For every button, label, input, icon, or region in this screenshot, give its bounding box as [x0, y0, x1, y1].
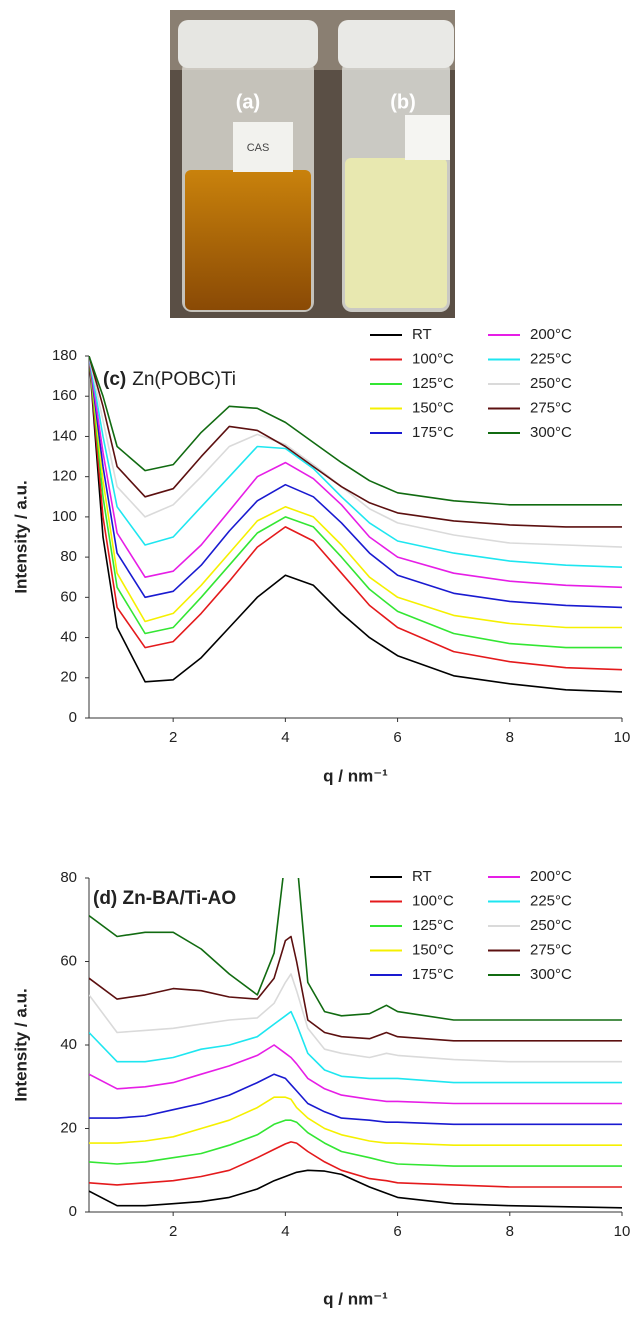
series-line — [89, 935, 622, 1042]
series-line — [89, 1010, 622, 1084]
y-tick-label: 80 — [60, 869, 77, 886]
y-tick-label: 160 — [52, 387, 77, 404]
x-tick-label: 8 — [506, 1223, 514, 1240]
series-line — [89, 1169, 622, 1209]
series-line — [89, 356, 622, 506]
legend-label: 200°C — [530, 326, 572, 343]
y-tick-label: 140 — [52, 427, 77, 444]
legend-label: 150°C — [412, 399, 454, 416]
series-line — [89, 356, 622, 693]
series-line — [89, 356, 622, 528]
legend-label: 300°C — [530, 966, 572, 983]
y-tick-label: 20 — [60, 669, 77, 686]
series-line — [89, 1073, 622, 1126]
series-line — [89, 878, 622, 1021]
panel-label: (c) — [103, 369, 126, 390]
photo-label: (a) — [236, 91, 260, 113]
y-tick-label: 120 — [52, 468, 77, 485]
plot-lines — [89, 878, 622, 1209]
x-tick-label: 8 — [506, 729, 514, 746]
panel-label: (d) Zn-BA/Ti-AO — [93, 888, 236, 909]
series-line — [89, 1119, 622, 1167]
series-line — [89, 356, 622, 671]
series-line — [89, 1096, 622, 1146]
photo: (a) (b) CAS — [170, 10, 455, 318]
legend-label: 150°C — [412, 941, 454, 958]
legend-label: RT — [412, 868, 432, 885]
sample-name: Zn(POBC)Ti — [132, 369, 236, 390]
y-tick-label: 40 — [60, 629, 77, 646]
legend-label: 100°C — [412, 892, 454, 909]
y-tick-label: 180 — [52, 347, 77, 364]
series-line — [89, 356, 622, 568]
series-line — [89, 356, 622, 548]
legend-label: 250°C — [530, 917, 572, 934]
plot-lines — [89, 356, 622, 693]
legend-label: 175°C — [412, 424, 454, 441]
legend-label: 125°C — [412, 917, 454, 934]
series-line — [89, 356, 622, 649]
series-line — [89, 356, 622, 589]
legend-label: 275°C — [530, 399, 572, 416]
series-line — [89, 973, 622, 1063]
panel-annotation: (c) Zn(POBC)Ti — [103, 369, 236, 390]
y-tick-label: 0 — [69, 709, 77, 726]
x-tick-label: 2 — [169, 729, 177, 746]
series-line — [89, 1044, 622, 1105]
legend-label: RT — [412, 326, 432, 343]
x-tick-label: 10 — [614, 729, 631, 746]
legend-label: 125°C — [412, 375, 454, 392]
photo-label: (b) — [390, 91, 416, 113]
legend-label: 100°C — [412, 350, 454, 367]
y-tick-label: 100 — [52, 508, 77, 525]
legend-label: 175°C — [412, 966, 454, 983]
series-line — [89, 356, 622, 629]
x-tick-label: 4 — [281, 729, 289, 746]
legend-label: 225°C — [530, 350, 572, 367]
legend-label: 300°C — [530, 424, 572, 441]
y-tick-label: 0 — [69, 1203, 77, 1220]
series-line — [89, 1141, 622, 1188]
y-tick-label: 60 — [60, 952, 77, 969]
x-tick-label: 6 — [393, 1223, 401, 1240]
legend-label: 250°C — [530, 375, 572, 392]
x-tick-label: 4 — [281, 1223, 289, 1240]
x-tick-label: 2 — [169, 1223, 177, 1240]
jar-text: CAS — [247, 142, 270, 154]
legend-label: 225°C — [530, 892, 572, 909]
legend-label: 200°C — [530, 868, 572, 885]
series-line — [89, 356, 622, 609]
x-tick-label: 10 — [614, 1223, 631, 1240]
y-tick-label: 40 — [60, 1036, 77, 1053]
x-axis-label: q / nm⁻¹ — [323, 1289, 388, 1308]
legend-label: 275°C — [530, 941, 572, 958]
y-tick-label: 80 — [60, 548, 77, 565]
y-tick-label: 60 — [60, 588, 77, 605]
x-axis-label: q / nm⁻¹ — [323, 766, 388, 785]
y-axis-label: Intensity / a.u. — [11, 480, 30, 593]
y-tick-label: 20 — [60, 1119, 77, 1136]
y-axis-label: Intensity / a.u. — [11, 988, 30, 1101]
x-tick-label: 6 — [393, 729, 401, 746]
